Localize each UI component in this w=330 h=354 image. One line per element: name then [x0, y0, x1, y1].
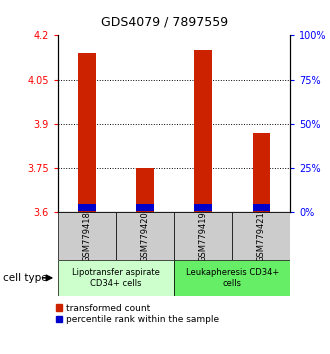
Bar: [58, 212, 116, 260]
Bar: [136, 204, 154, 211]
Text: GSM779421: GSM779421: [257, 211, 266, 262]
Bar: [252, 204, 270, 211]
Text: Leukapheresis CD34+
cells: Leukapheresis CD34+ cells: [185, 268, 279, 287]
Bar: [252, 133, 270, 212]
Bar: [194, 50, 212, 212]
Bar: [232, 212, 290, 260]
Bar: [58, 260, 174, 296]
Text: GDS4079 / 7897559: GDS4079 / 7897559: [101, 16, 229, 29]
Bar: [78, 204, 96, 211]
Text: GSM779418: GSM779418: [82, 211, 91, 262]
Bar: [194, 204, 212, 211]
Text: GSM779419: GSM779419: [199, 211, 208, 262]
Legend: transformed count, percentile rank within the sample: transformed count, percentile rank withi…: [56, 304, 219, 324]
Bar: [116, 212, 174, 260]
Text: GSM779420: GSM779420: [141, 211, 149, 262]
Text: cell type: cell type: [3, 273, 48, 283]
Bar: [174, 212, 232, 260]
Text: Lipotransfer aspirate
CD34+ cells: Lipotransfer aspirate CD34+ cells: [72, 268, 160, 287]
Bar: [174, 260, 290, 296]
Bar: [136, 168, 154, 212]
Bar: [78, 53, 96, 212]
